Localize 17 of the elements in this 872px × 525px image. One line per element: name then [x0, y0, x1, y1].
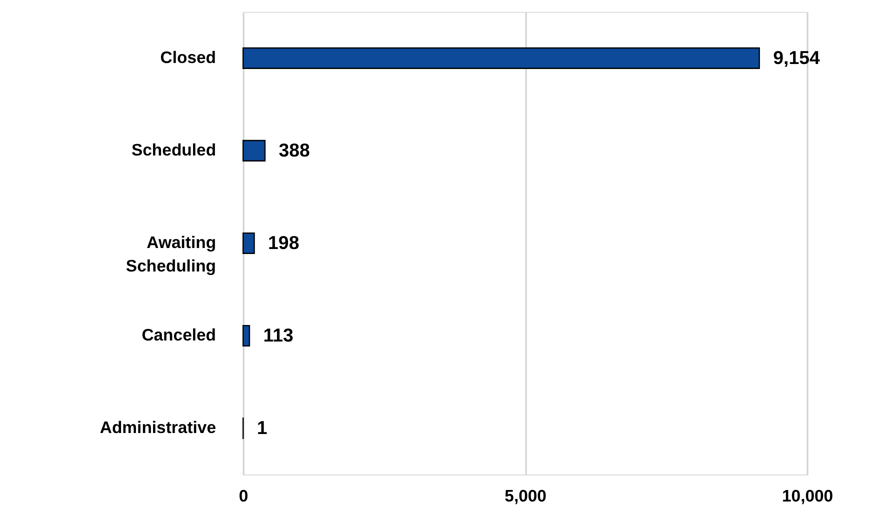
bar [242, 140, 266, 162]
x-tick-label: 5,000 [504, 486, 546, 506]
data-label: 113 [263, 324, 294, 346]
data-label: 198 [268, 232, 300, 254]
bar [242, 47, 760, 69]
bar [242, 232, 255, 254]
data-label: 1 [256, 417, 268, 438]
x-tick-label: 0 [238, 486, 248, 506]
data-label: 9,154 [773, 47, 820, 68]
y-tick-label: Canceled [142, 326, 216, 345]
x-tick-label: 10,000 [782, 486, 834, 506]
y-tick-label: Closed [160, 48, 216, 68]
y-tick-label: Awaiting Scheduling [126, 233, 216, 276]
y-tick-label: Scheduled [131, 140, 216, 160]
y-tick-label: Administrative [100, 418, 216, 438]
bar [242, 324, 250, 346]
data-label: 388 [278, 140, 310, 161]
